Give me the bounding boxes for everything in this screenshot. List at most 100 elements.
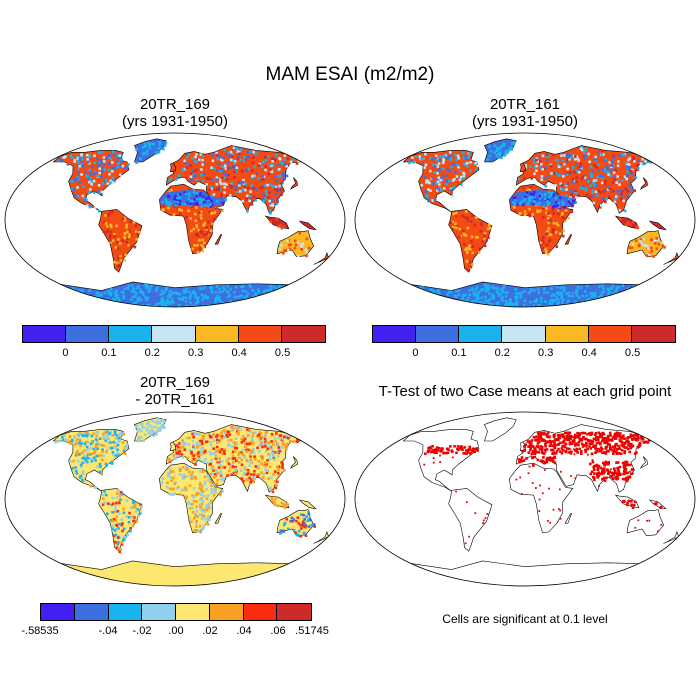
grid-cell bbox=[206, 474, 210, 477]
grid-cell bbox=[234, 468, 238, 472]
grid-cell bbox=[195, 160, 198, 164]
grid-cell bbox=[547, 216, 550, 220]
grid-cell bbox=[227, 295, 230, 299]
significant-cell bbox=[586, 432, 589, 436]
grid-cell bbox=[565, 306, 569, 307]
grid-cell bbox=[434, 164, 437, 168]
grid-cell bbox=[235, 187, 238, 190]
panel-title-ttest: T-Test of two Case means at each grid po… bbox=[378, 383, 672, 400]
grid-cell bbox=[166, 481, 169, 485]
grid-cell bbox=[218, 450, 222, 454]
map-difference bbox=[4, 411, 346, 587]
grid-cell bbox=[202, 434, 206, 438]
grid-cell bbox=[277, 465, 281, 468]
grid-cell bbox=[462, 229, 465, 233]
grid-cell bbox=[215, 151, 218, 155]
grid-cell bbox=[145, 149, 149, 153]
grid-cell bbox=[287, 288, 291, 291]
grid-cell bbox=[246, 292, 250, 296]
grid-cell bbox=[115, 501, 118, 505]
grid-cell bbox=[446, 168, 449, 172]
grid-cell bbox=[559, 165, 562, 168]
grid-cell bbox=[275, 291, 279, 295]
grid-cell bbox=[531, 213, 534, 216]
grid-cell bbox=[194, 212, 197, 216]
grid-cell bbox=[238, 304, 242, 307]
grid-cell bbox=[108, 236, 112, 239]
grid-cell bbox=[145, 286, 148, 289]
grid-cell bbox=[125, 226, 128, 229]
grid-cell bbox=[612, 154, 615, 158]
grid-cell bbox=[491, 293, 495, 297]
grid-cell bbox=[455, 214, 458, 218]
grid-cell bbox=[133, 245, 137, 249]
grid-cell bbox=[129, 527, 132, 530]
grid-cell bbox=[100, 170, 104, 173]
significant-cell bbox=[607, 462, 610, 465]
panel-title-line1: 20TR_169 bbox=[139, 96, 211, 113]
grid-cell bbox=[233, 457, 237, 460]
grid-cell bbox=[220, 158, 223, 161]
grid-cell bbox=[628, 157, 631, 160]
grid-cell bbox=[278, 247, 282, 251]
significant-cell bbox=[594, 451, 597, 454]
grid-cell bbox=[210, 499, 213, 503]
grid-cell bbox=[579, 186, 582, 190]
significant-cell bbox=[551, 457, 554, 460]
grid-cell bbox=[229, 184, 232, 187]
grid-cell bbox=[194, 219, 198, 222]
map-border bbox=[4, 132, 346, 308]
grid-cell bbox=[245, 450, 249, 453]
grid-cell bbox=[192, 457, 195, 461]
significant-cell bbox=[591, 440, 595, 443]
grid-cell bbox=[216, 433, 219, 437]
grid-cell bbox=[243, 445, 247, 449]
grid-cell bbox=[215, 285, 219, 288]
grid-cell bbox=[433, 171, 437, 174]
grid-cell bbox=[201, 238, 204, 242]
grid-cell bbox=[603, 182, 606, 186]
grid-cell bbox=[193, 174, 197, 177]
grid-cell bbox=[261, 445, 264, 449]
grid-cell bbox=[218, 448, 221, 452]
significant-cell bbox=[611, 449, 614, 452]
grid-cell bbox=[471, 263, 474, 266]
grid-cell bbox=[497, 301, 500, 304]
grid-cell bbox=[243, 466, 246, 469]
grid-cell bbox=[656, 238, 659, 241]
grid-cell bbox=[630, 169, 633, 173]
grid-cell bbox=[193, 447, 197, 450]
grid-cell bbox=[224, 198, 228, 202]
significant-cell bbox=[517, 458, 521, 461]
grid-cell bbox=[126, 230, 129, 234]
significant-cell bbox=[625, 440, 628, 443]
grid-cell bbox=[547, 214, 550, 217]
grid-cell bbox=[533, 289, 536, 292]
grid-cell bbox=[252, 475, 255, 479]
grid-cell bbox=[89, 188, 92, 191]
grid-cell bbox=[178, 469, 182, 473]
grid-cell bbox=[257, 459, 260, 463]
grid-cell bbox=[98, 161, 101, 165]
grid-cell bbox=[279, 161, 282, 164]
grid-cell bbox=[223, 182, 226, 186]
significant-cell bbox=[624, 472, 627, 475]
grid-cell bbox=[205, 508, 209, 512]
grid-cell bbox=[245, 295, 248, 298]
grid-cell bbox=[523, 198, 527, 201]
grid-cell bbox=[130, 298, 133, 301]
grid-cell bbox=[111, 502, 115, 505]
grid-cell bbox=[458, 227, 461, 231]
significant-cell bbox=[546, 457, 549, 460]
grid-cell bbox=[574, 300, 577, 303]
grid-cell bbox=[562, 205, 566, 209]
grid-cell bbox=[199, 153, 203, 156]
grid-cell bbox=[181, 439, 184, 442]
significant-cell bbox=[616, 477, 620, 480]
significant-cell bbox=[626, 471, 629, 475]
grid-cell bbox=[416, 290, 419, 293]
grid-cell bbox=[138, 231, 141, 234]
grid-cell bbox=[132, 287, 136, 290]
grid-cell bbox=[610, 168, 613, 172]
significant-cell bbox=[597, 431, 601, 435]
